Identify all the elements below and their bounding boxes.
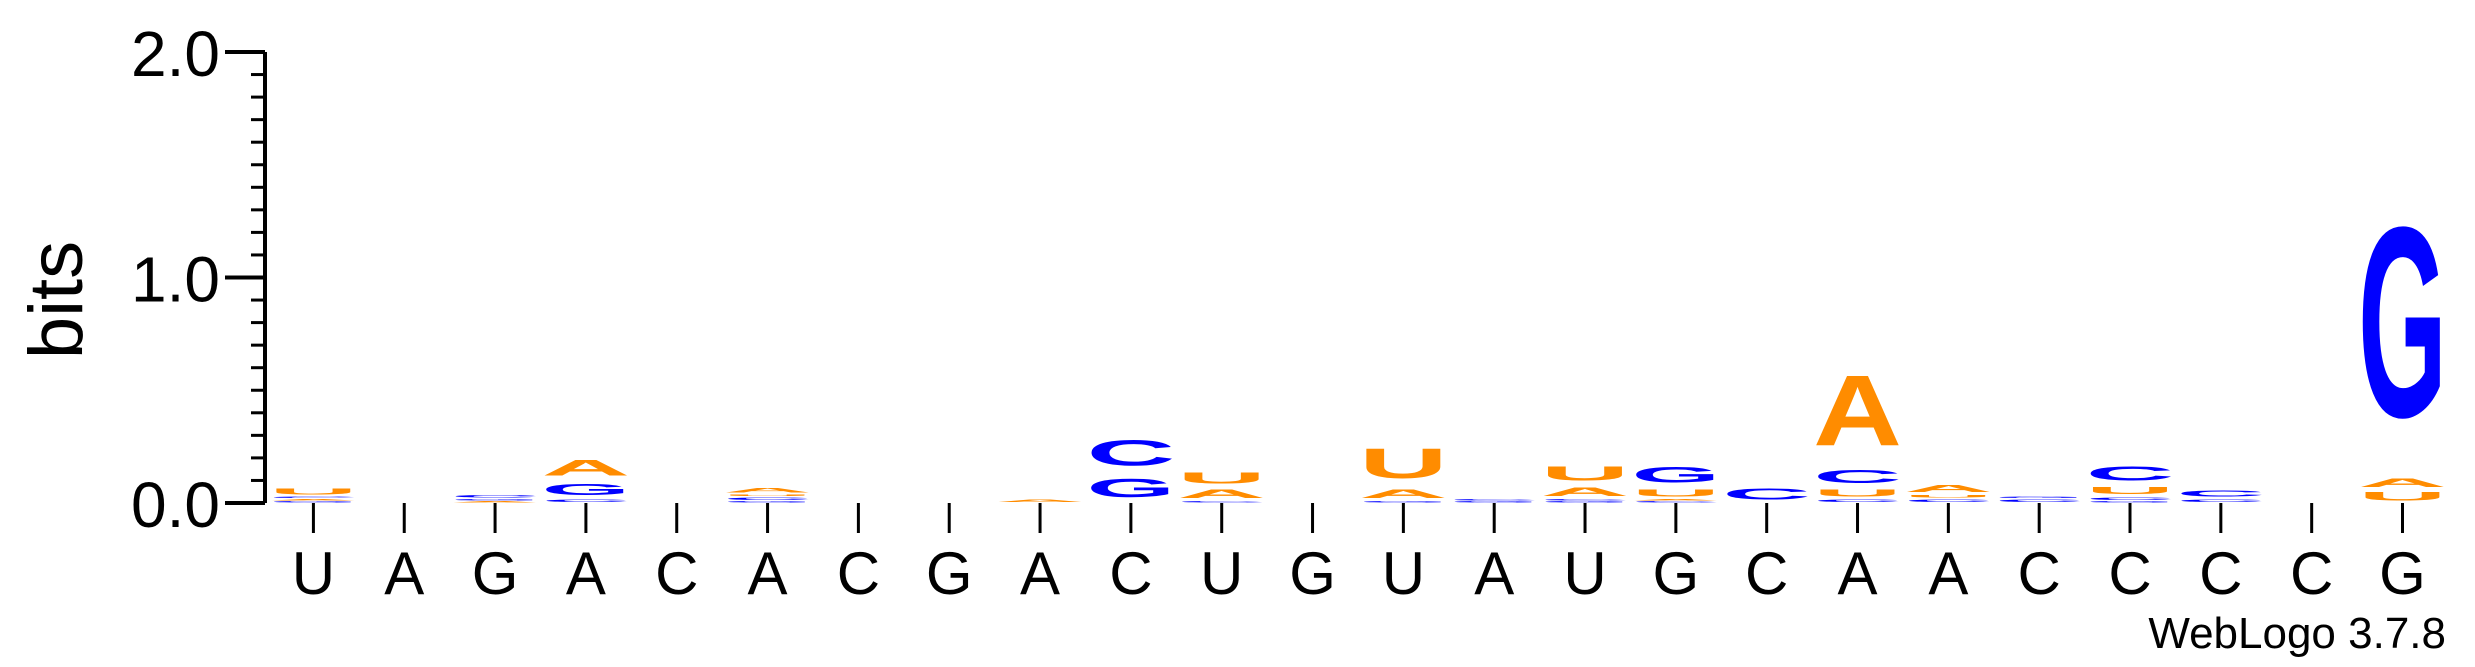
x-tick-label-pos7: C <box>837 540 880 607</box>
logo-letter-U-pos13: U <box>1359 440 1448 487</box>
logo-letter-U-pos15: U <box>1541 462 1630 485</box>
logo-letter-A-pos18: A <box>1813 353 1902 466</box>
logo-letter-C-pos10: C <box>1086 433 1175 473</box>
x-tick-label-pos14: A <box>1474 540 1514 607</box>
logo-letter-C-pos17: C <box>1722 485 1811 503</box>
y-axis: 0.0 1.0 2.0 <box>131 18 267 541</box>
x-tick-label-pos1: U <box>292 540 335 607</box>
x-tick-label-pos21: C <box>2108 540 2151 607</box>
x-tick-label-pos12: G <box>1289 540 1336 607</box>
logo-letter-G-pos21: G <box>2086 501 2175 503</box>
x-tick-label-pos4: A <box>566 540 606 607</box>
x-tick-label-pos18: A <box>1838 540 1878 607</box>
x-tick-label-pos10: C <box>1109 540 1152 607</box>
logo-letter-C-pos11: C <box>1177 501 1266 503</box>
logo-letter-U-pos24: U <box>2358 489 2447 503</box>
y-tick-label: 0.0 <box>131 469 220 541</box>
logo-letter-C-pos19: C <box>1904 499 1993 503</box>
x-tick-label-pos16: G <box>1653 540 1700 607</box>
x-tick-label-pos5: C <box>655 540 698 607</box>
x-tick-label-pos20: C <box>2018 540 2061 607</box>
x-tick-label-pos22: C <box>2199 540 2242 607</box>
logo-letter-G-pos13: G <box>1359 501 1448 503</box>
x-tick-label-pos8: G <box>926 540 973 607</box>
logo-letter-C-pos18: C <box>1813 467 1902 487</box>
logo-letter-G-pos4: G <box>541 481 630 499</box>
logo-letter-C-pos15: C <box>1541 498 1630 500</box>
logo-letter-C-pos22: C <box>2176 490 2265 499</box>
logo-letter-C-pos21: C <box>2086 496 2175 500</box>
logo-letter-C-pos6: C <box>723 496 812 500</box>
logo-letter-U-pos11: U <box>1177 469 1266 487</box>
x-tick-label-pos23: C <box>2290 540 2333 607</box>
logo-letter-G-pos6: G <box>723 501 812 503</box>
x-tick-label-pos19: A <box>1928 540 1968 607</box>
x-tick-label-pos15: U <box>1563 540 1606 607</box>
logo-letter-G-pos14: G <box>1450 501 1539 503</box>
logo-letter-G-pos16: G <box>1631 463 1720 488</box>
x-tick-label-pos17: C <box>1745 540 1788 607</box>
logo-letter-A-pos24: A <box>2358 476 2447 490</box>
y-tick-label: 2.0 <box>131 18 220 90</box>
logo-letter-U-pos19: U <box>1904 494 1993 498</box>
logo-letter-A-pos3: A <box>451 501 540 503</box>
logo-letter-A-pos9: A <box>996 499 1085 503</box>
x-tick-label-pos13: U <box>1382 540 1425 607</box>
x-tick-label-pos3: G <box>472 540 519 607</box>
logo-letter-U-pos6: U <box>723 494 812 496</box>
logo-letter-A-pos6: A <box>723 487 812 494</box>
logo-letter-C-pos21: C <box>2086 462 2175 485</box>
x-tick-label-pos2: A <box>384 540 424 607</box>
logo-letter-A-pos15: A <box>1541 485 1630 499</box>
y-tick-label: 1.0 <box>131 244 220 316</box>
logo-letter-C-pos3: C <box>451 494 540 498</box>
logo-letter-C-pos16: C <box>1631 501 1720 503</box>
logo-letter-A-pos1: A <box>269 498 358 500</box>
logo-letter-C-pos22: C <box>2176 499 2265 503</box>
logo-letter-A-pos4: A <box>541 456 630 481</box>
logo-letter-G-pos24: G <box>2358 171 2447 475</box>
x-tick-label-pos6: A <box>748 540 788 607</box>
logo-letter-A-pos11: A <box>1177 487 1266 501</box>
logo-letter-G-pos15: G <box>1541 501 1630 503</box>
x-tick-label-pos24: G <box>2379 540 2426 607</box>
x-tick-label-pos11: U <box>1200 540 1243 607</box>
logo-letter-U-pos21: U <box>2086 485 2175 496</box>
y-axis-label: bits <box>14 241 99 359</box>
x-tick-label-pos9: A <box>1020 540 1060 607</box>
logo-letter-C-pos1: C <box>269 496 358 498</box>
logo-letter-U-pos16: U <box>1631 487 1720 498</box>
logo-letter-G-pos1: G <box>269 501 358 503</box>
logo-letter-G-pos10: G <box>1086 474 1175 503</box>
logo-letter-A-pos13: A <box>1359 487 1448 501</box>
logo-letter-A-pos19: A <box>1904 483 1993 494</box>
logo-letter-C-pos20: C <box>1995 499 2084 503</box>
logo-letter-U-pos18: U <box>1813 487 1902 498</box>
logo-letter-C-pos18: C <box>1813 499 1902 503</box>
logo-letter-C-pos4: C <box>541 499 630 503</box>
logo-letter-G-pos3: G <box>451 499 540 501</box>
logo-letter-A-pos16: A <box>1631 498 1720 500</box>
logo-letter-G-pos20: G <box>1995 496 2084 498</box>
logo-letter-U-pos1: U <box>269 487 358 496</box>
weblogo-credit: WebLogo 3.7.8 <box>2148 609 2446 658</box>
logo-letter-C-pos14: C <box>1450 498 1539 500</box>
